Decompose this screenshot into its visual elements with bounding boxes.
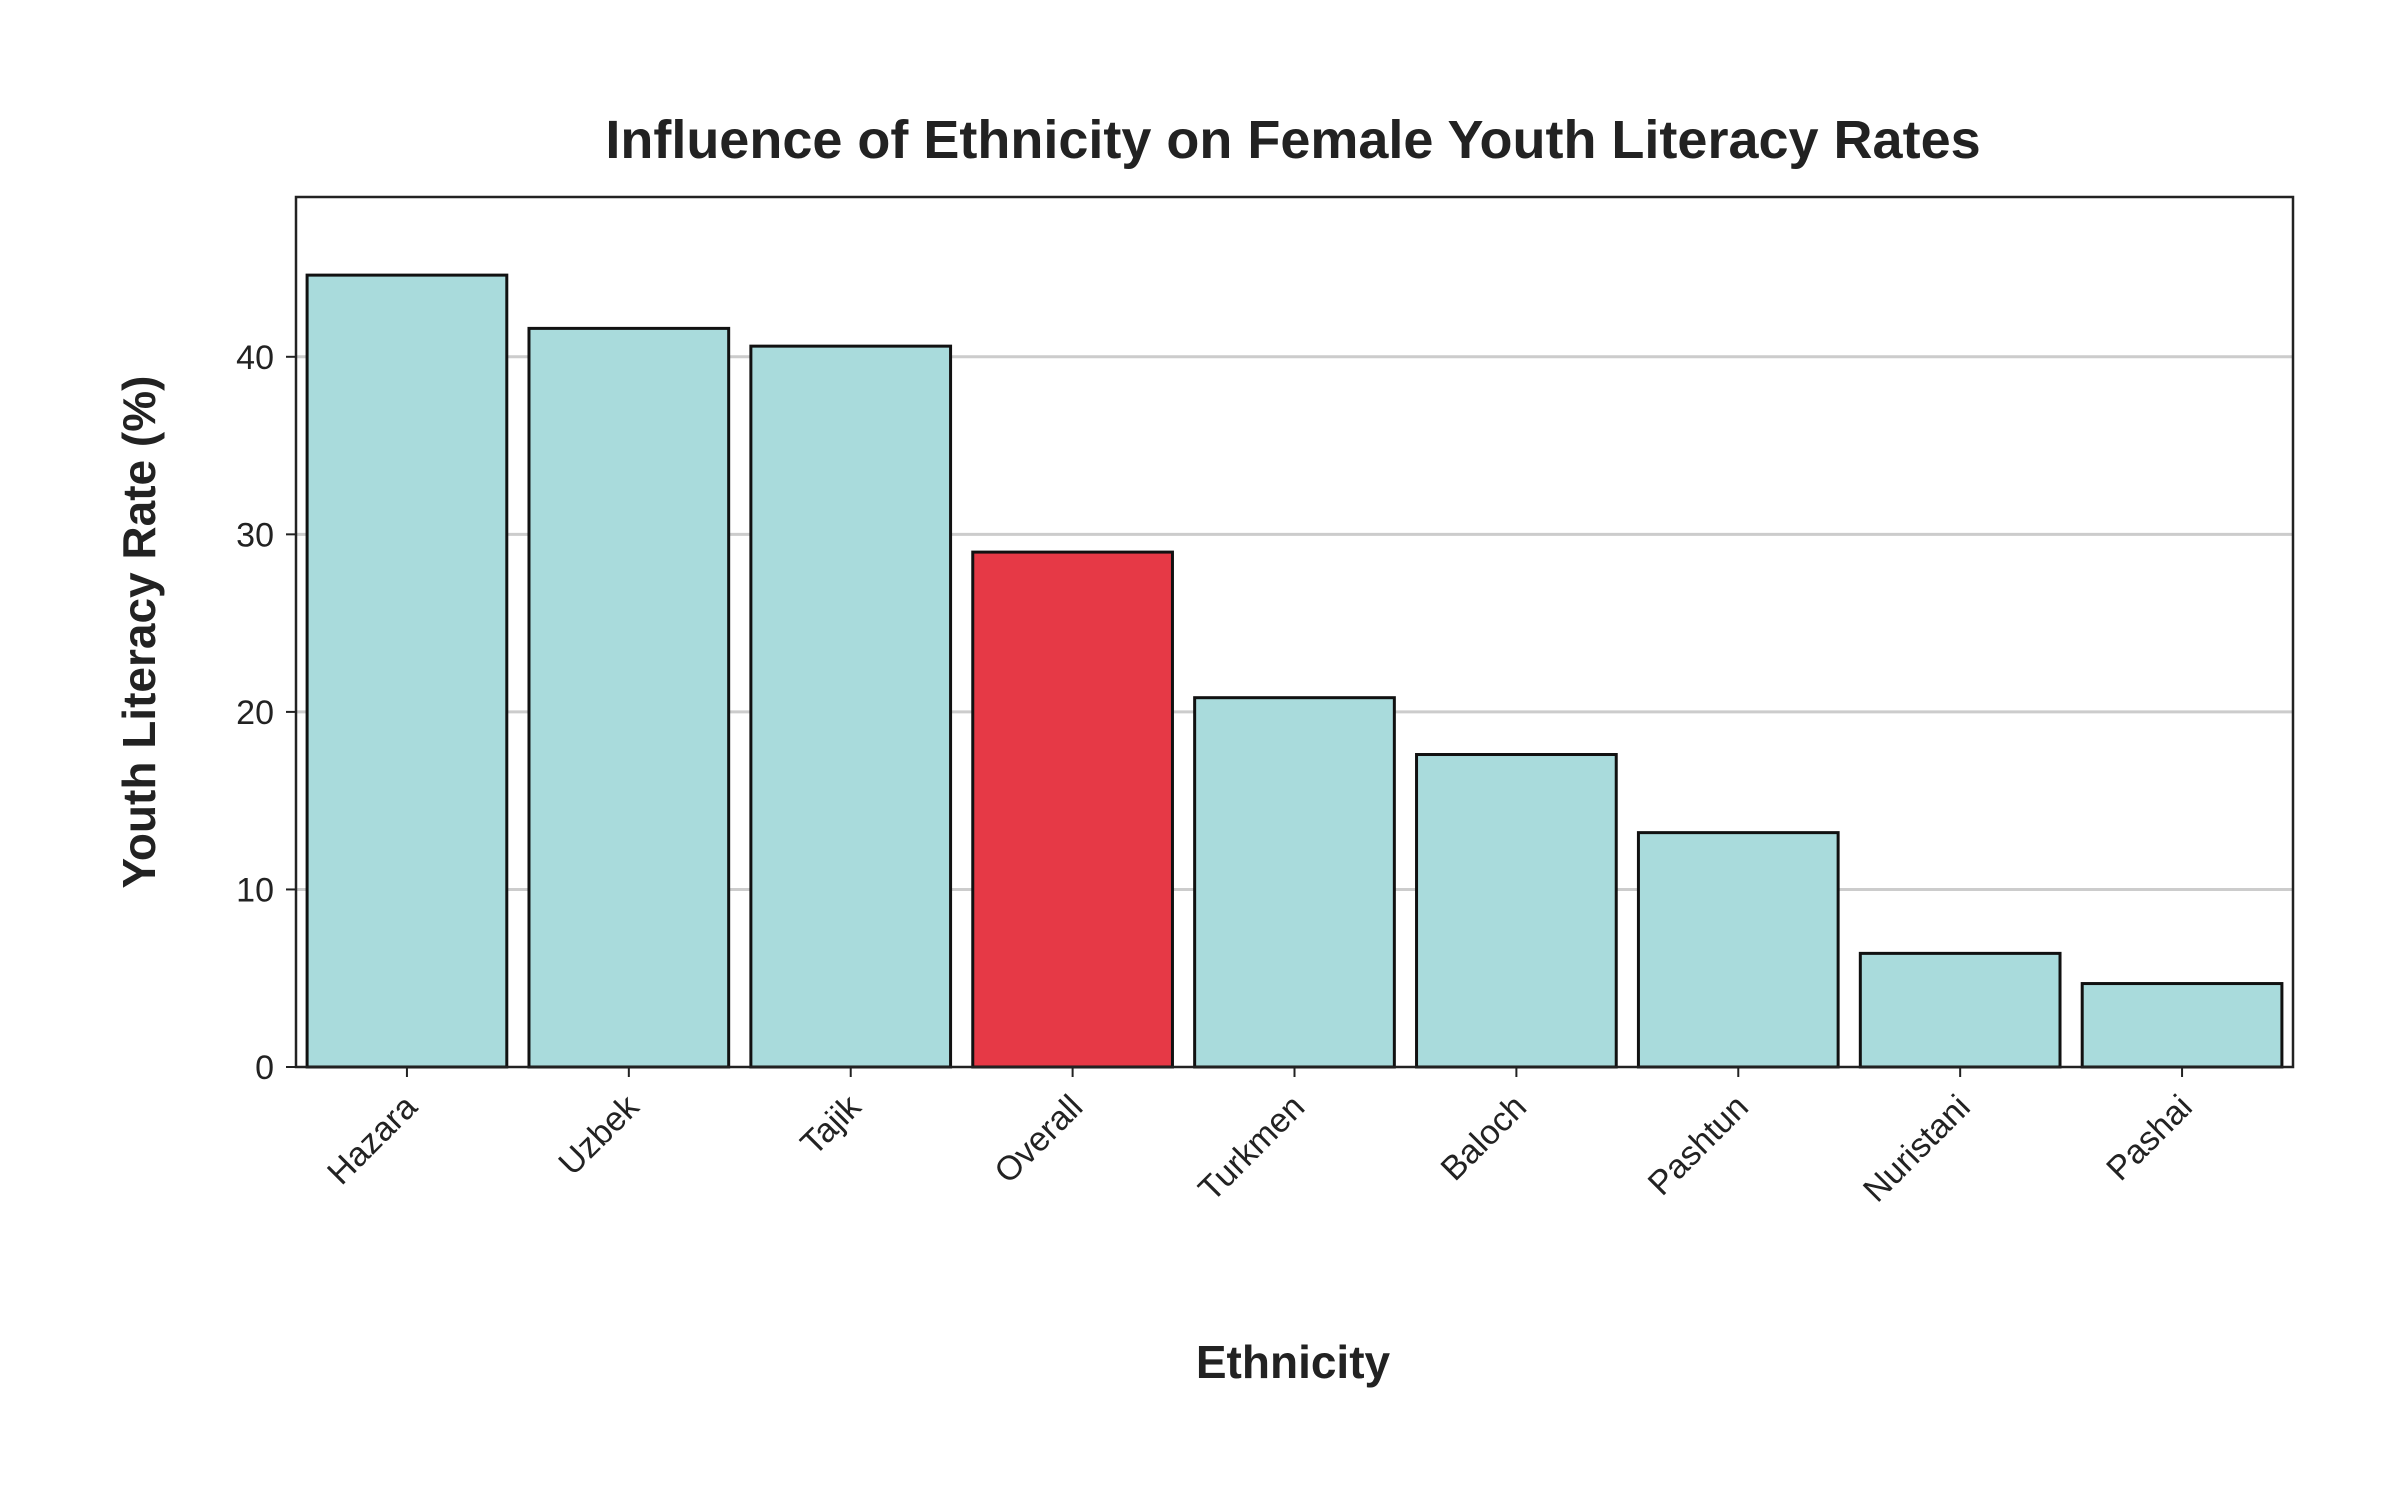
bar-pashtun [1636,831,1840,1069]
x-axis-title: Ethnicity [1196,1336,1391,1388]
y-axis-ticks: 0 10 20 30 40 [236,339,296,1087]
y-axis-title: Youth Literacy Rate (%) [113,376,165,889]
x-tick-label: Hazara [320,1088,424,1192]
y-tick-label: 20 [236,694,274,732]
bar-pashai [2080,982,2284,1069]
x-tick-label: Uzbek [551,1087,647,1183]
x-axis-ticks: Hazara Uzbek Tajik Overall Turkmen Baloch Pash… [320,1067,2200,1210]
y-tick-label: 40 [236,339,274,377]
bars [305,273,2284,1069]
x-tick-label: Overall [987,1088,1090,1191]
bar-hazara [305,273,509,1069]
bar-nuristani [1858,951,2062,1069]
x-tick-label: Turkmen [1191,1088,1312,1209]
y-tick-label: 10 [236,871,274,909]
x-tick-label: Tajik [793,1087,869,1163]
x-tick-label: Baloch [1434,1088,1534,1188]
y-tick-label: 30 [236,516,274,554]
x-tick-label: Pashtun [1641,1088,1756,1203]
bar-tajik [749,344,953,1069]
y-tick-label: 0 [255,1049,274,1087]
bar-uzbek [527,326,731,1069]
bar-baloch [1415,753,1618,1069]
x-tick-label: Pashai [2099,1088,2199,1188]
bar-turkmen [1193,696,1396,1069]
chart-title: Influence of Ethnicity on Female Youth L… [605,110,1980,170]
x-tick-label: Nuristani [1856,1088,1978,1210]
bar-overall [971,550,1174,1069]
